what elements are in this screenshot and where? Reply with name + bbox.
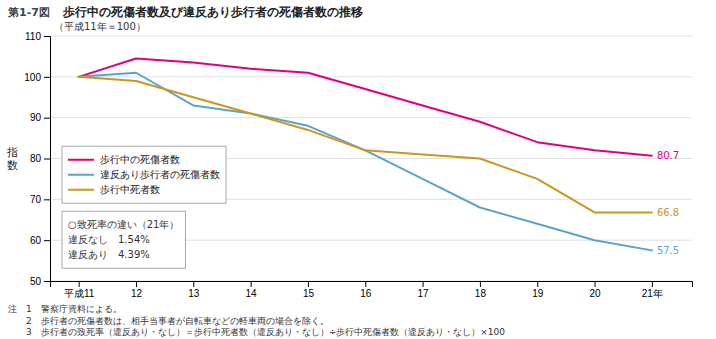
x-tick-label: 16 — [360, 288, 372, 299]
x-tick: 15 — [303, 281, 315, 299]
x-tick-mark — [308, 281, 309, 287]
y-tick-label: 70 — [30, 194, 42, 205]
y-tick-label: 80 — [30, 153, 42, 164]
y-tick-mark — [44, 36, 50, 37]
x-tick-label: 21年 — [642, 288, 663, 299]
end-labels: 80.7 57.5 66.8 — [657, 150, 679, 256]
x-tick: 18 — [475, 281, 487, 299]
legend-swatch — [68, 174, 94, 176]
annotation: ○致死率の違い（21年） 違反なし 1.54% 違反あり 4.39% — [62, 211, 185, 268]
legend-label: 違反あり歩行者の死傷者数 — [100, 169, 220, 180]
x-tick: 20 — [589, 281, 601, 299]
x-tick-mark — [79, 281, 80, 287]
x-tick: 17 — [418, 281, 430, 299]
x-tick: 16 — [360, 281, 372, 299]
legend-label: 歩行中死者数 — [100, 184, 160, 195]
y-tick-label: 100 — [24, 72, 41, 83]
y-tick: 100 — [24, 72, 50, 83]
subtitle: （平成11年＝100） — [54, 21, 146, 32]
note: 3 歩行者の致死率（違反あり・なし）＝歩行中死者数（違反あり・なし）÷歩行中死傷… — [8, 327, 505, 337]
note: 注 1 警察庁資料による。 — [8, 304, 122, 314]
y-tick-mark — [44, 159, 50, 160]
y-tick: 110 — [25, 31, 50, 42]
y-tick-label: 50 — [30, 276, 42, 287]
y-tick: 50 — [30, 276, 50, 287]
figure-label: 第1-7図 — [7, 6, 50, 19]
y-tick-label: 110 — [25, 31, 41, 42]
x-tick-label: 13 — [188, 288, 200, 299]
grid-line — [50, 76, 692, 77]
end-label: 66.8 — [657, 207, 679, 218]
title: 歩行中の死傷者数及び違反あり歩行者の死傷者数の推移 — [62, 5, 363, 19]
x-tick: 21年 — [642, 281, 663, 299]
x-tick: 12 — [131, 281, 143, 299]
annotation-text: 違反なし 1.54% — [68, 234, 150, 245]
y-tick-mark — [44, 281, 50, 282]
x-tick-label: 15 — [303, 288, 315, 299]
x-axis-line — [51, 282, 693, 288]
x-tick-mark — [423, 281, 424, 287]
x-tick: 19 — [532, 281, 544, 299]
legend-swatch — [68, 189, 94, 191]
x-tick-mark — [365, 281, 366, 287]
series-line — [79, 58, 652, 155]
y-axis-title: 指数 — [6, 146, 18, 172]
x-tick-mark — [480, 281, 481, 287]
y-tick: 90 — [30, 112, 50, 123]
annotation-text: ○致死率の違い（21年） — [68, 219, 179, 230]
note: 2 歩行者の死傷者数は、相手当事者が自転車などの軽車両の場合を除く。 — [8, 316, 329, 326]
annotation-text: 違反あり 4.39% — [68, 249, 150, 260]
x-tick: 13 — [188, 281, 200, 299]
grid-line — [50, 117, 692, 118]
x-tick-label: 12 — [131, 288, 143, 299]
x-tick-label: 14 — [246, 288, 258, 299]
grid — [50, 36, 692, 281]
y-tick: 80 — [30, 153, 50, 164]
end-label: 57.5 — [657, 245, 679, 256]
x-tick-mark — [652, 281, 653, 287]
x-tick: 平成11 — [64, 281, 95, 299]
x-tick-label: 18 — [475, 288, 487, 299]
annotation-box — [62, 211, 185, 268]
grid-line — [50, 36, 692, 37]
legend-box — [62, 146, 226, 203]
x-tick-mark — [136, 281, 137, 287]
legend-swatch — [68, 159, 94, 161]
y-tick: 70 — [30, 194, 50, 205]
y-tick-label: 60 — [30, 235, 42, 246]
y-tick-label: 90 — [30, 112, 42, 123]
legend-label: 歩行中の死傷者数 — [100, 154, 180, 165]
x-tick-label: 19 — [532, 288, 544, 299]
x-tick-mark — [251, 281, 252, 287]
y-tick: 60 — [30, 235, 50, 246]
y-tick-mark — [44, 199, 50, 200]
notes: 注 1 警察庁資料による。 2 歩行者の死傷者数は、相手当事者が自転車などの軽車… — [8, 304, 505, 337]
y-tick-mark — [44, 77, 50, 78]
x-tick-label: 平成11 — [64, 288, 95, 299]
y-tick-mark — [44, 240, 50, 241]
x-tick-mark — [193, 281, 194, 287]
x-axis: 平成11 12 13 14 15 16 17 18 19 20 21年 — [51, 281, 693, 299]
x-tick-mark — [537, 281, 538, 287]
chart: 第1-7図歩行中の死傷者数及び違反あり歩行者の死傷者数の推移 （平成11年＝100… — [0, 0, 716, 339]
x-tick-label: 17 — [418, 288, 430, 299]
y-axis: 50 60 70 80 90 100 110 — [24, 31, 50, 287]
legend: 歩行中の死傷者数違反あり歩行者の死傷者数歩行中死者数 — [62, 146, 226, 203]
x-tick: 14 — [246, 281, 258, 299]
end-label: 80.7 — [657, 150, 679, 161]
y-tick-mark — [44, 118, 50, 119]
y-axis-line — [44, 37, 51, 282]
x-tick-label: 20 — [589, 288, 601, 299]
x-tick-mark — [595, 281, 596, 287]
